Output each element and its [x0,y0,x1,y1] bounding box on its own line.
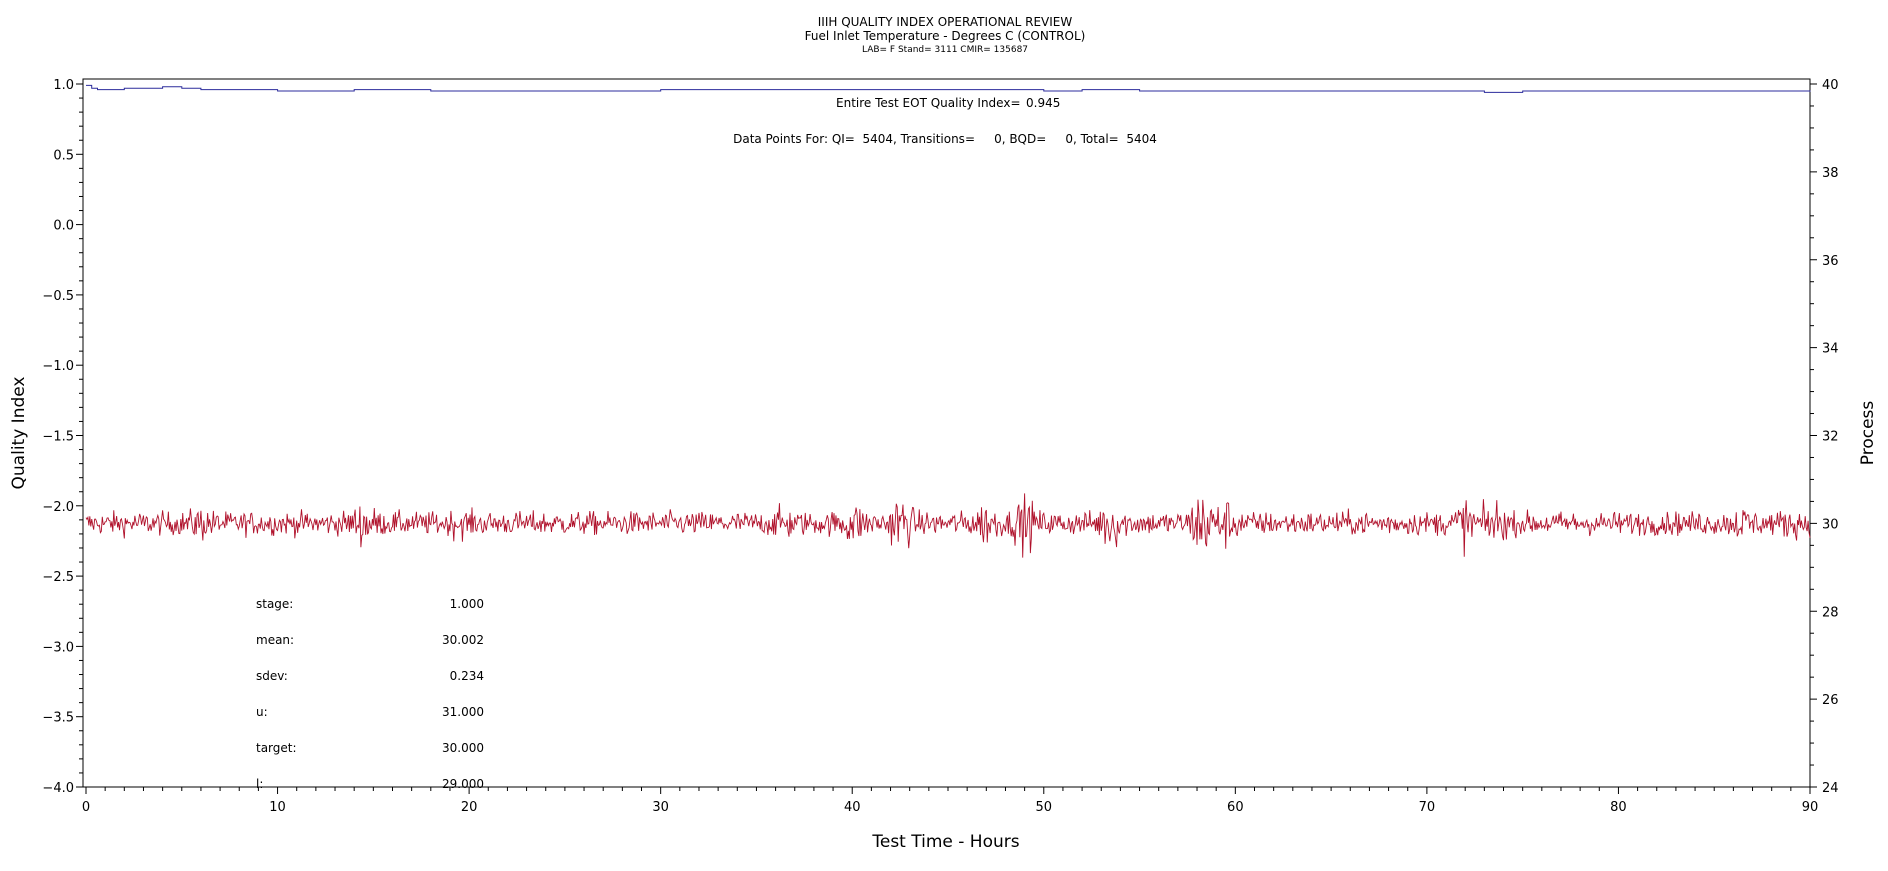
stat-value: 29.000 [442,777,484,791]
y-right-tick-label: 38 [1822,166,1839,181]
y-right-tick-label: 24 [1822,781,1839,796]
y-left-tick-label: −1.0 [42,359,74,374]
y-left-tick-label: −2.0 [42,500,74,515]
y-left-tick-label: −3.5 [42,711,74,726]
y-left-tick-label: −2.5 [42,570,74,585]
y-right-tick-label: 40 [1822,78,1839,93]
x-tick-label: 20 [461,800,478,815]
stat-value: 1.000 [450,597,484,611]
stat-value: 31.000 [442,705,484,719]
y-left-tick-label: −1.5 [42,430,74,445]
x-tick-label: 40 [844,800,861,815]
y-axis-right: 40 38 36 34 32 30 28 26 24 [1810,78,1839,796]
eot-quality-label: Entire Test EOT Quality Index= [836,96,1021,110]
y-right-tick-label: 32 [1822,430,1839,445]
y-axis-left-label: Quality Index [9,377,29,490]
y-left-tick-label: −3.0 [42,640,74,655]
y-right-tick-label: 34 [1822,342,1839,357]
chart-subtitle-lab: LAB= F Stand= 3111 CMIR= 135687 [862,45,1028,55]
chart-title: IIIH QUALITY INDEX OPERATIONAL REVIEW [818,15,1073,29]
stats-block: stage: 1.000 mean: 30.002 sdev: 0.234 u: 31.000… [256,597,484,791]
stat-label: target: [256,741,297,755]
x-tick-label: 60 [1227,800,1244,815]
stat-label: sdev: [256,669,288,683]
stat-value: 30.002 [442,633,484,647]
process-series [85,493,1811,558]
x-axis-label: Test Time - Hours [871,832,1019,852]
x-tick-label: 80 [1610,800,1627,815]
y-left-tick-label: 0.0 [53,219,74,234]
x-tick-label: 70 [1419,800,1436,815]
y-axis-left: 1.0 0.5 0.0 −0.5 −1.0 −1.5 −2.0 −2.5 −3.0 −3.5 −4.… [42,78,83,796]
y-right-tick-label: 36 [1822,254,1839,269]
y-left-tick-label: −0.5 [42,289,74,304]
x-tick-label: 90 [1802,800,1819,815]
y-axis-right-label: Process [1858,401,1878,466]
x-axis: 0 10 20 30 40 50 60 70 80 90 [82,787,1818,815]
stat-label: l: [256,777,263,791]
x-tick-label: 30 [652,800,669,815]
y-left-tick-label: 1.0 [53,78,74,93]
stat-label: u: [256,705,268,719]
quality-index-series [86,84,1811,93]
process-line [85,493,1811,558]
plot-frame [82,78,1811,788]
y-right-tick-label: 30 [1822,517,1839,532]
y-left-tick-label: −4.0 [42,781,74,796]
stat-label: mean: [256,633,294,647]
x-tick-label: 0 [82,800,90,815]
x-tick-label: 10 [269,800,286,815]
y-right-tick-label: 28 [1822,605,1839,620]
stat-label: stage: [256,597,293,611]
x-tick-label: 50 [1036,800,1053,815]
data-points-summary: Data Points For: QI= 5404, Transitions= … [733,132,1157,146]
chart-subtitle: Fuel Inlet Temperature - Degrees C (CONT… [805,29,1086,43]
y-left-tick-label: 0.5 [53,148,74,163]
stat-value: 0.234 [450,669,484,683]
y-right-tick-label: 26 [1822,693,1839,708]
eot-quality-value: 0.945 [1026,96,1060,110]
stat-value: 30.000 [442,741,484,755]
